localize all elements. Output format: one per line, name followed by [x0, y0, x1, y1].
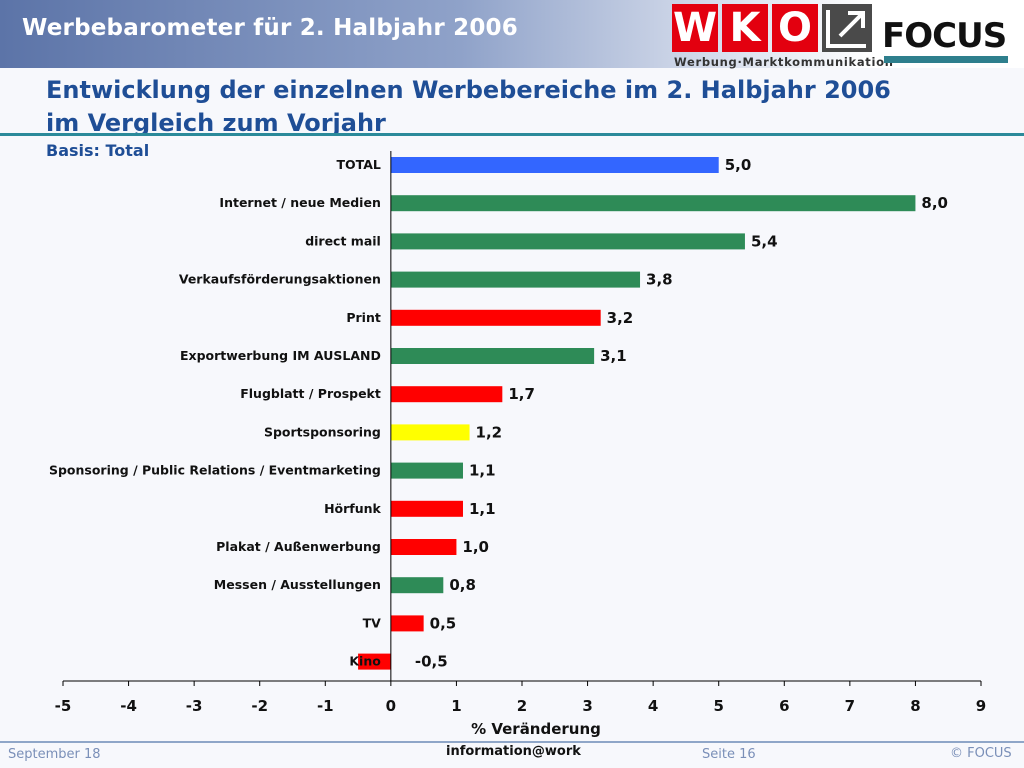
category-label-6: Flugblatt / Prospekt [240, 386, 381, 401]
chart-title: Entwicklung der einzelnen Werbebereiche … [46, 74, 891, 140]
value-label-10: 1,0 [462, 538, 489, 556]
value-label-0: 5,0 [725, 156, 752, 174]
focus-logo: FOCUS [882, 6, 1014, 66]
x-axis-title: % Veränderung [471, 720, 601, 738]
category-label-0: TOTAL [336, 157, 380, 172]
value-label-4: 3,2 [607, 309, 634, 327]
bar-0 [390, 157, 719, 173]
x-tick-label-12: 7 [845, 697, 855, 715]
bar-3 [390, 271, 641, 288]
category-label-12: TV [363, 615, 382, 630]
bar-11 [390, 577, 444, 594]
value-label-11: 0,8 [449, 576, 476, 594]
bar-7 [390, 424, 470, 441]
category-label-11: Messen / Ausstellungen [214, 577, 381, 592]
bar-8 [390, 462, 463, 479]
category-label-2: direct mail [305, 233, 381, 248]
value-label-5: 3,1 [600, 347, 627, 365]
x-tick-label-14: 9 [976, 697, 986, 715]
bar-1 [390, 195, 916, 212]
focus-logo-bar [884, 56, 1008, 63]
x-tick-label-11: 6 [779, 697, 789, 715]
x-tick-label-7: 2 [517, 697, 527, 715]
focus-logo-text: FOCUS [882, 16, 1007, 56]
bar-5 [390, 348, 595, 364]
value-label-12: 0,5 [430, 614, 457, 632]
presentation-title: Werbebarometer für 2. Halbjahr 2006 [22, 15, 518, 41]
chart-title-line-2: im Vergleich zum Vorjahr [46, 109, 386, 137]
category-label-3: Verkaufsförderungsaktionen [179, 272, 381, 287]
category-label-4: Print [346, 310, 381, 325]
x-tick-label-0: -5 [55, 697, 72, 715]
bar-9 [390, 500, 463, 517]
value-label-13: -0,5 [415, 653, 448, 671]
value-label-7: 1,2 [476, 423, 503, 441]
x-tick-label-8: 3 [582, 697, 592, 715]
category-label-8: Sponsoring / Public Relations / Eventmar… [49, 463, 381, 478]
bar-2 [390, 233, 745, 250]
footer-date: September 18 [8, 747, 101, 762]
x-tick-label-9: 4 [648, 697, 658, 715]
value-label-3: 3,8 [646, 271, 673, 289]
title-divider [0, 133, 1024, 136]
footer-divider [0, 741, 1024, 743]
value-label-2: 5,4 [751, 232, 778, 250]
x-tick-label-3: -2 [251, 697, 268, 715]
wko-logo-letter-o: O [772, 4, 818, 52]
value-label-6: 1,7 [508, 385, 535, 403]
category-label-5: Exportwerbung IM AUSLAND [180, 348, 381, 363]
x-tick-label-1: -4 [120, 697, 137, 715]
category-label-13: Kino [349, 654, 381, 669]
wko-logo: W K O Werbung·Marktkommunikation [672, 4, 893, 69]
bar-4 [390, 309, 601, 326]
category-label-9: Hörfunk [324, 501, 381, 516]
wko-logo-letter-k: K [722, 4, 768, 52]
footer-copyright: © FOCUS [950, 746, 1012, 761]
x-tick-label-2: -3 [186, 697, 203, 715]
header-banner: Werbebarometer für 2. Halbjahr 2006 W K … [0, 0, 1024, 69]
value-label-9: 1,1 [469, 500, 496, 518]
x-tick-label-4: -1 [317, 697, 334, 715]
chart-title-line-1: Entwicklung der einzelnen Werbebereiche … [46, 76, 891, 104]
value-label-8: 1,1 [469, 462, 496, 480]
bar-6 [390, 386, 503, 403]
footer-brand: information@work [446, 744, 581, 759]
bar-13 [358, 653, 391, 670]
chart-subtitle: Basis: Total [46, 141, 150, 160]
category-label-7: Sportsponsoring [264, 424, 381, 439]
value-label-1: 8,0 [921, 194, 948, 212]
wko-tagline: Werbung·Marktkommunikation [674, 55, 894, 69]
bar-12 [390, 615, 424, 632]
category-label-10: Plakat / Außenwerbung [216, 539, 381, 554]
x-tick-label-6: 1 [451, 697, 461, 715]
bar-10 [390, 539, 457, 555]
category-label-1: Internet / neue Medien [219, 195, 380, 210]
footer-page-number: Seite 16 [702, 747, 756, 762]
x-tick-label-5: 0 [386, 697, 396, 715]
x-tick-label-10: 5 [713, 697, 723, 715]
x-tick-label-13: 8 [910, 697, 920, 715]
wko-logo-letter-w: W [672, 4, 718, 52]
arrow-up-right-icon [822, 4, 872, 52]
